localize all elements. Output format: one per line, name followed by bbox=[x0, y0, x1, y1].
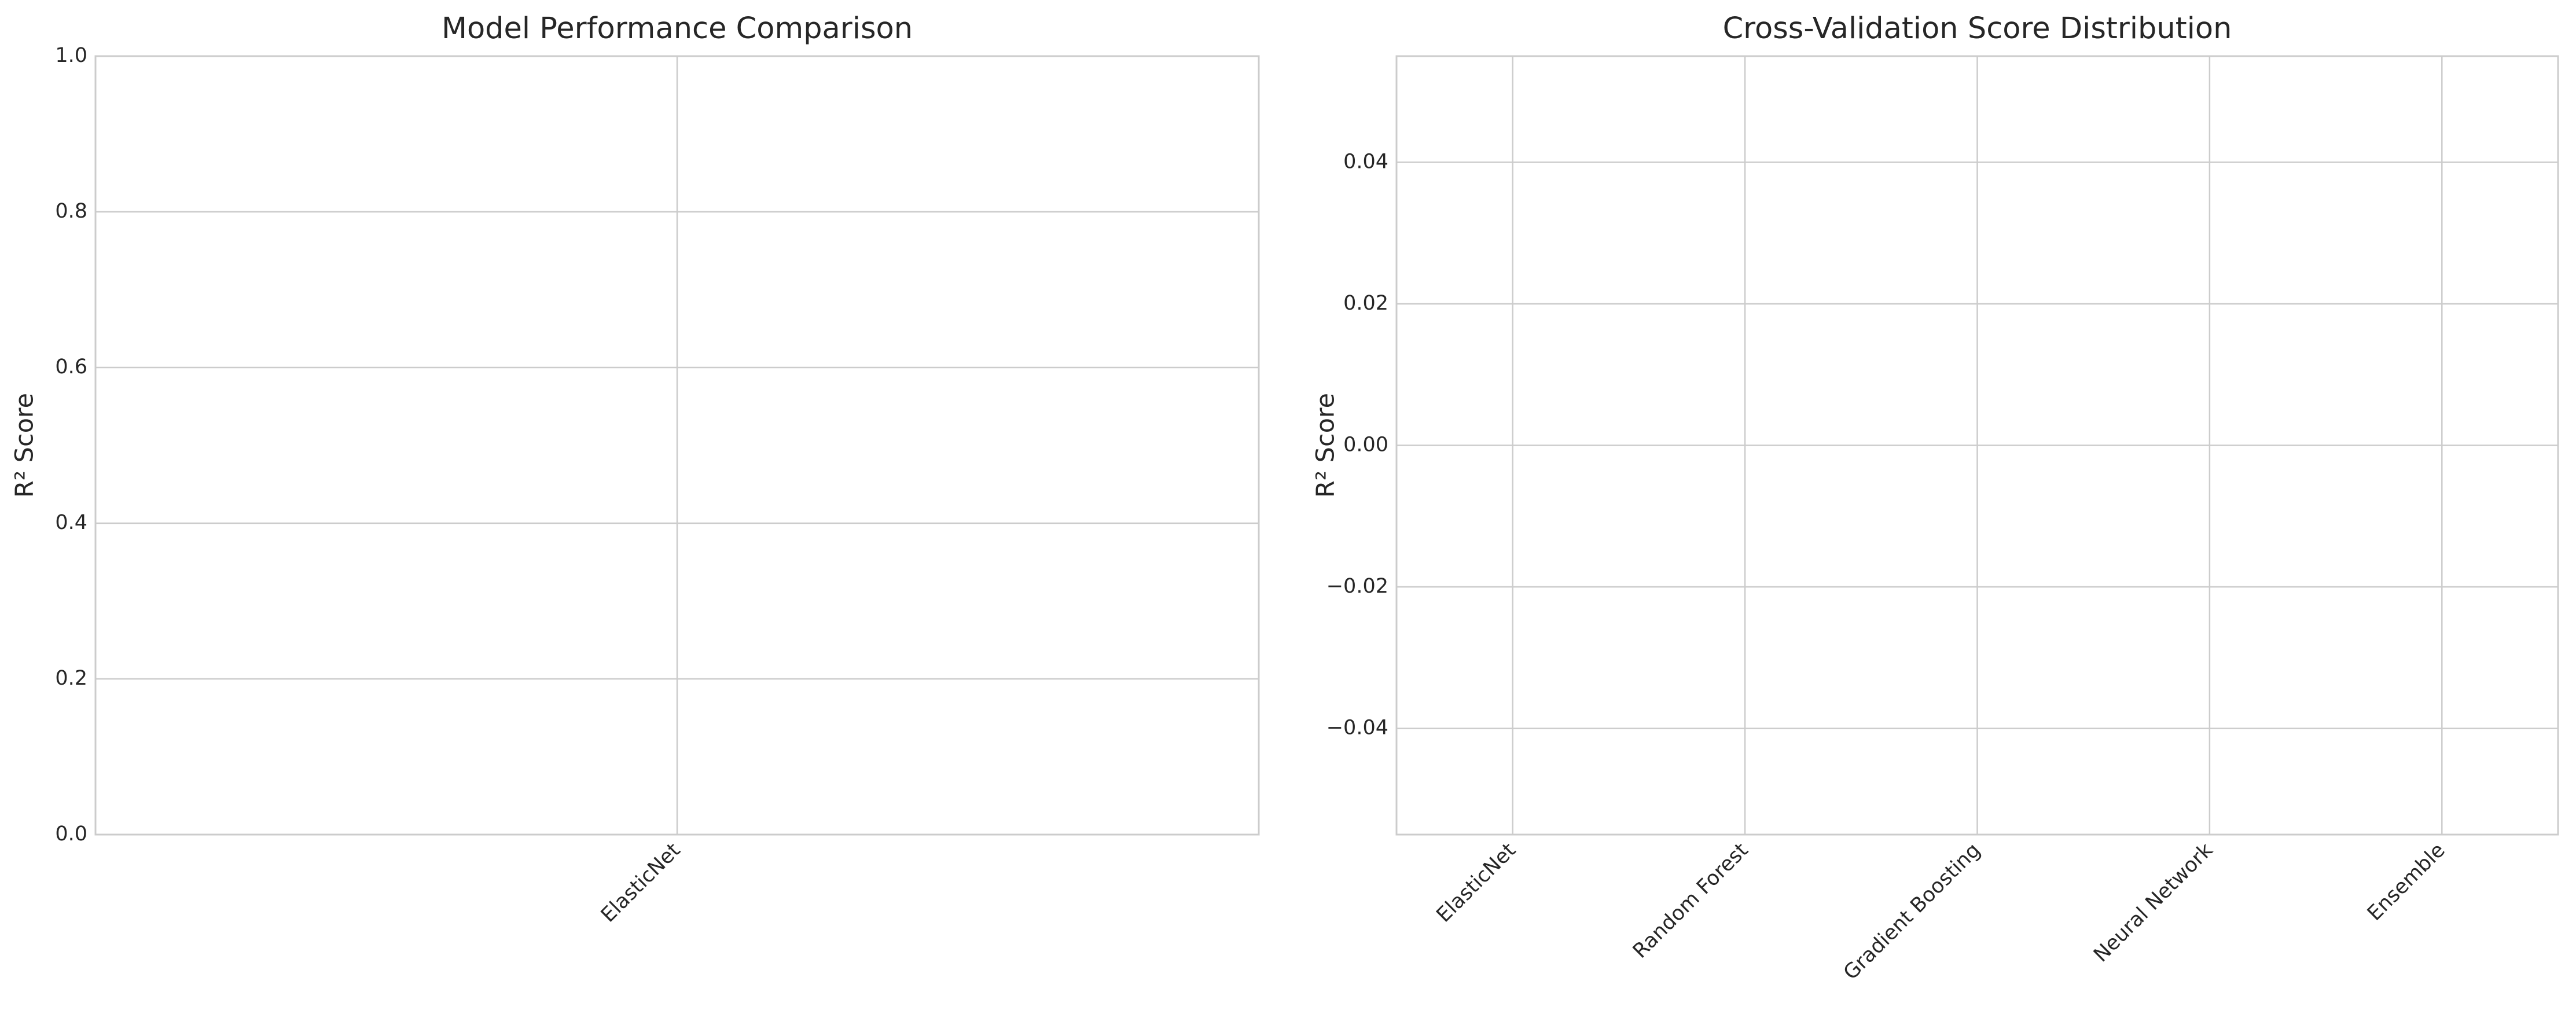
y-tick-label: 0.4 bbox=[55, 511, 87, 534]
chart-title: Cross-Validation Score Distribution bbox=[1723, 12, 2232, 46]
y-tick-label: −0.02 bbox=[1326, 575, 1388, 598]
x-tick-label: Gradient Boosting bbox=[1839, 839, 1985, 984]
y-tick-label: 0.6 bbox=[55, 355, 87, 379]
y-tick-label: −0.04 bbox=[1326, 717, 1388, 740]
y-tick-label: 0.8 bbox=[55, 200, 87, 223]
y-axis-label: R² Score bbox=[10, 393, 39, 498]
x-tick-label: Neural Network bbox=[2089, 839, 2218, 967]
y-tick-label: 1.0 bbox=[55, 44, 87, 67]
chart-title: Model Performance Comparison bbox=[442, 12, 913, 46]
axes-frame bbox=[1395, 55, 2559, 836]
x-tick-label: ElasticNet bbox=[1432, 839, 1520, 927]
x-tick-label: ElasticNet bbox=[597, 839, 685, 927]
y-tick-label: 0.04 bbox=[1343, 150, 1388, 173]
y-axis-label: R² Score bbox=[1311, 393, 1340, 498]
x-tick-label: Ensemble bbox=[2363, 839, 2450, 925]
y-tick-label: 0.0 bbox=[55, 822, 87, 846]
y-tick-label: 0.2 bbox=[55, 667, 87, 690]
x-tick-label: Random Forest bbox=[1629, 839, 1753, 963]
y-tick-label: 0.02 bbox=[1343, 292, 1388, 315]
axes-frame bbox=[94, 55, 1260, 836]
y-tick-label: 0.00 bbox=[1343, 433, 1388, 457]
